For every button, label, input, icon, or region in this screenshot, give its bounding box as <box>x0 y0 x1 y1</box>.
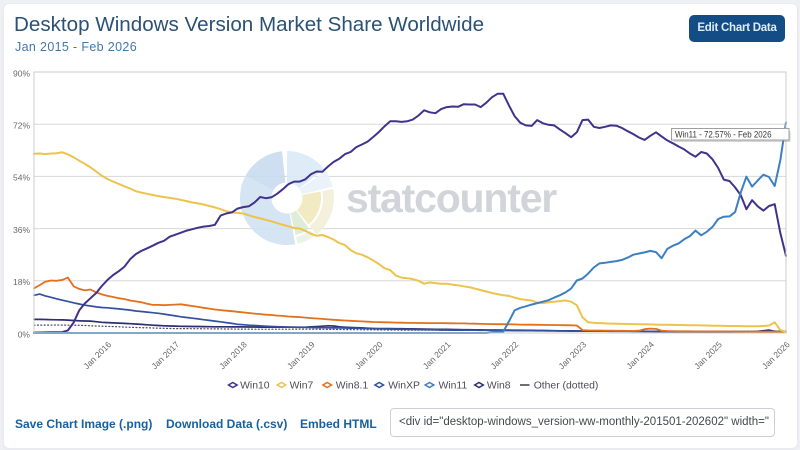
svg-text:0%: 0% <box>18 329 31 339</box>
svg-text:90%: 90% <box>13 68 30 78</box>
svg-text:Win11: Win11 <box>439 380 468 391</box>
svg-text:36%: 36% <box>13 225 30 235</box>
svg-text:Jan 2019: Jan 2019 <box>285 339 317 371</box>
svg-text:Jan 2016: Jan 2016 <box>81 339 113 371</box>
svg-text:Win8: Win8 <box>487 380 511 391</box>
svg-text:Jan 2024: Jan 2024 <box>624 339 656 371</box>
svg-text:Win8.1: Win8.1 <box>336 380 369 391</box>
svg-text:Win10: Win10 <box>240 380 270 391</box>
svg-text:Jan 2023: Jan 2023 <box>556 339 588 371</box>
svg-text:Win11 - 72.57% - Feb 2026: Win11 - 72.57% - Feb 2026 <box>675 130 772 140</box>
svg-text:72%: 72% <box>13 121 30 131</box>
svg-text:Jan 2022: Jan 2022 <box>489 339 521 371</box>
svg-text:statcounter: statcounter <box>346 175 557 221</box>
svg-text:Jan 2021: Jan 2021 <box>421 339 453 371</box>
svg-text:18%: 18% <box>13 277 30 287</box>
svg-text:Jan 2020: Jan 2020 <box>353 339 385 371</box>
svg-text:WinXP: WinXP <box>388 380 420 391</box>
svg-text:Win7: Win7 <box>290 380 314 391</box>
svg-text:Jan 2026: Jan 2026 <box>760 339 792 371</box>
svg-text:Jan 2017: Jan 2017 <box>149 339 181 371</box>
svg-text:54%: 54% <box>13 173 30 183</box>
svg-text:Jan 2018: Jan 2018 <box>217 339 249 371</box>
svg-text:Other (dotted): Other (dotted) <box>534 380 599 391</box>
svg-text:Jan 2025: Jan 2025 <box>692 339 724 371</box>
